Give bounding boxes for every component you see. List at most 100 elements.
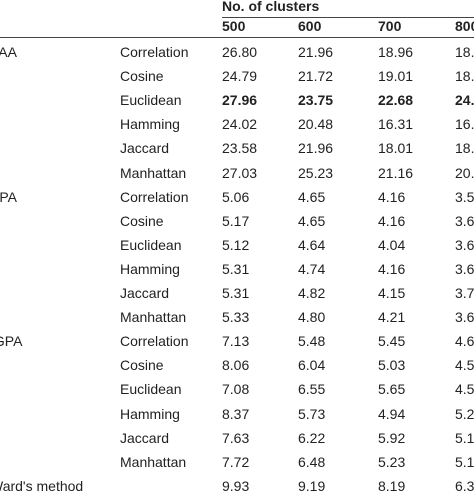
value-cell: 7.72 <box>222 453 250 470</box>
value-cell: 4.21 <box>378 309 406 326</box>
column-rule <box>0 37 474 38</box>
value-cell: 6.55 <box>298 381 326 398</box>
method-label: VAA <box>0 44 17 60</box>
table-row: Cosine 8.06 6.04 5.03 4.52 <box>0 353 474 377</box>
value-cell: 3.62 <box>455 260 474 277</box>
value-cell: 4.65 <box>298 188 326 205</box>
table-row: Hamming 24.02 20.48 16.31 16.8 <box>0 112 474 136</box>
value-cell: 4.80 <box>298 309 326 326</box>
table-row: Euclidean 5.12 4.64 4.04 3.62 <box>0 233 474 257</box>
value-cell: 4.64 <box>298 236 326 253</box>
value-cell: 5.48 <box>298 333 326 350</box>
table-row: Jaccard 7.63 6.22 5.92 5.16 <box>0 426 474 450</box>
value-cell: 5.29 <box>455 405 474 422</box>
value-cell: 4.52 <box>455 381 474 398</box>
value-cell: 23.58 <box>222 140 258 157</box>
value-cell: 8.19 <box>378 477 406 494</box>
value-cell: 27.03 <box>222 164 258 181</box>
table-row: Manhattan 5.33 4.80 4.21 3.62 <box>0 305 474 329</box>
value-cell: 4.94 <box>378 405 406 422</box>
table-row: SPA Correlation 5.06 4.65 4.16 3.56 <box>0 185 474 209</box>
value-cell: 5.45 <box>378 333 406 350</box>
value-cell: 5.17 <box>222 212 250 229</box>
header-rule <box>222 17 474 18</box>
value-cell: 4.15 <box>378 285 406 301</box>
value-cell: 9.93 <box>222 477 250 494</box>
table-row: Cosine 24.79 21.72 19.01 18.1 <box>0 64 474 88</box>
table-row: Cosine 5.17 4.65 4.16 3.62 <box>0 209 474 233</box>
value-cell: 27.96 <box>222 92 258 109</box>
table-row: Manhattan 27.03 25.23 21.16 20.3 <box>0 161 474 185</box>
value-cell: 6.22 <box>298 429 326 446</box>
metric-label: Euclidean <box>120 381 182 398</box>
col-head-500: 500 <box>222 18 246 34</box>
table-row: Hamming 5.31 4.74 4.16 3.62 <box>0 257 474 281</box>
value-cell: 20.48 <box>298 116 334 133</box>
method-label: IGPA <box>0 333 23 350</box>
value-cell: 9.19 <box>298 477 326 494</box>
metric-label: Hamming <box>120 260 180 277</box>
value-cell: 4.16 <box>378 260 406 277</box>
method-label: SPA <box>0 188 17 205</box>
value-cell: 5.16 <box>455 429 474 446</box>
value-cell: 6.33 <box>455 477 474 494</box>
value-cell: 4.74 <box>298 260 326 277</box>
metric-label: Manhattan <box>120 309 187 326</box>
col-head-800: 800 <box>455 18 474 34</box>
value-cell: 16.31 <box>378 116 414 133</box>
value-cell: 26.80 <box>222 44 258 60</box>
value-cell: 3.62 <box>455 309 474 326</box>
value-cell: 25.23 <box>298 164 334 181</box>
table-row: IGPA Correlation 7.13 5.48 5.45 4.65 <box>0 329 474 353</box>
value-cell: 24.3 <box>455 92 474 109</box>
value-cell: 24.02 <box>222 116 258 133</box>
metric-label: Cosine <box>120 357 164 374</box>
value-cell: 7.08 <box>222 381 250 398</box>
metric-label: Jaccard <box>120 285 170 301</box>
metric-label: Manhattan <box>120 164 187 181</box>
value-cell: 4.65 <box>298 212 326 229</box>
value-cell: 18.0 <box>455 140 474 157</box>
table-row: Manhattan 7.72 6.48 5.23 5.16 <box>0 450 474 474</box>
value-cell: 7.63 <box>222 429 250 446</box>
metric-label: Hamming <box>120 116 180 133</box>
value-cell: 4.16 <box>378 188 406 205</box>
value-cell: 5.73 <box>298 405 326 422</box>
value-cell: 6.48 <box>298 453 326 470</box>
value-cell: 3.77 <box>455 285 474 301</box>
table-row: Jaccard 23.58 21.96 18.01 18.0 <box>0 136 474 160</box>
value-cell: 21.96 <box>298 44 334 60</box>
value-cell: 5.16 <box>455 453 474 470</box>
metric-label: Correlation <box>120 44 189 60</box>
metric-label: Hamming <box>120 405 180 422</box>
value-cell: 6.04 <box>298 357 326 374</box>
value-cell: 8.37 <box>222 405 250 422</box>
value-cell: 4.52 <box>455 357 474 374</box>
table-row: Ward's method 9.93 9.19 8.19 6.33 <box>0 474 474 498</box>
col-head-700: 700 <box>378 18 402 34</box>
value-cell: 23.75 <box>298 92 334 109</box>
value-cell: 5.12 <box>222 236 250 253</box>
value-cell: 5.03 <box>378 357 406 374</box>
table-row: Euclidean 7.08 6.55 5.65 4.52 <box>0 377 474 401</box>
value-cell: 5.92 <box>378 429 406 446</box>
value-cell: 16.8 <box>455 116 474 133</box>
value-cell: 20.3 <box>455 164 474 181</box>
clusters-header: No. of clusters <box>222 0 320 14</box>
value-cell: 5.31 <box>222 260 250 277</box>
metric-label: Euclidean <box>120 236 182 253</box>
value-cell: 4.82 <box>298 285 326 301</box>
table-row: Hamming 8.37 5.73 4.94 5.29 <box>0 402 474 426</box>
value-cell: 24.79 <box>222 68 258 85</box>
metric-label: Jaccard <box>120 429 170 446</box>
metric-label: Correlation <box>120 188 189 205</box>
value-cell: 5.23 <box>378 453 406 470</box>
table-row: Euclidean 27.96 23.75 22.68 24.3 <box>0 88 474 112</box>
table-row: VAA Correlation 26.80 21.96 18.96 18.4 <box>0 40 474 64</box>
value-cell: 21.96 <box>298 140 334 157</box>
value-cell: 18.96 <box>378 44 414 60</box>
metric-label: Cosine <box>120 212 164 229</box>
value-cell: 21.72 <box>298 68 334 85</box>
value-cell: 4.16 <box>378 212 406 229</box>
